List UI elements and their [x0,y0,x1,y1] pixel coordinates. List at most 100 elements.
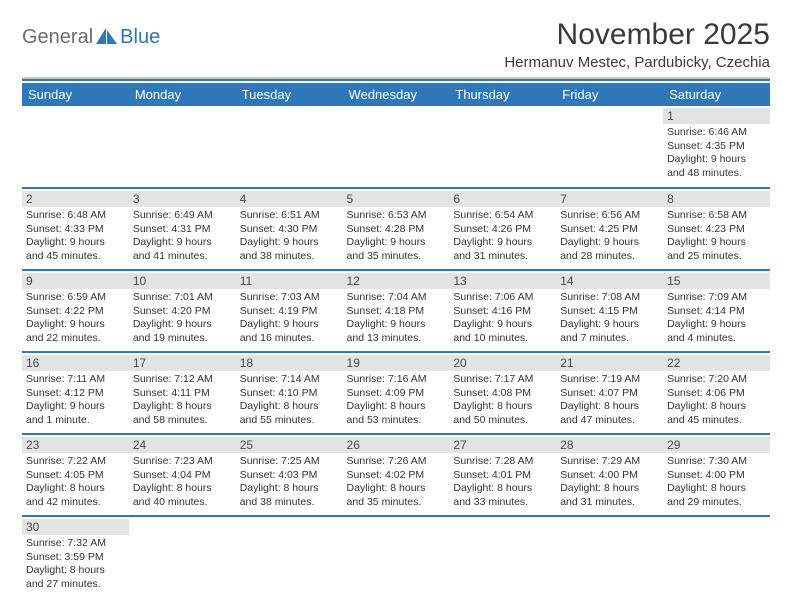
detail-daylight1: Daylight: 9 hours [667,236,766,250]
detail-daylight1: Daylight: 8 hours [347,482,446,496]
detail-sunset: Sunset: 4:06 PM [667,387,766,401]
day-number: 8 [663,191,770,207]
day-details: Sunrise: 7:20 AMSunset: 4:06 PMDaylight:… [667,373,766,428]
day-details: Sunrise: 6:58 AMSunset: 4:23 PMDaylight:… [667,209,766,264]
logo: General Blue [22,18,160,49]
detail-sunset: Sunset: 4:33 PM [26,223,125,237]
day-details: Sunrise: 6:48 AMSunset: 4:33 PMDaylight:… [26,209,125,264]
detail-daylight2: and 47 minutes. [560,414,659,428]
day-number: 19 [343,355,450,371]
day-number [343,519,450,535]
calendar-day-cell: 26Sunrise: 7:26 AMSunset: 4:02 PMDayligh… [343,434,450,516]
day-number [22,108,129,124]
calendar-day-cell: 21Sunrise: 7:19 AMSunset: 4:07 PMDayligh… [556,352,663,434]
day-number: 27 [449,437,556,453]
day-details: Sunrise: 6:56 AMSunset: 4:25 PMDaylight:… [560,209,659,264]
detail-sunset: Sunset: 4:20 PM [133,305,232,319]
calendar-week-row: 30Sunrise: 7:32 AMSunset: 3:59 PMDayligh… [22,516,770,598]
detail-sunrise: Sunrise: 7:23 AM [133,455,232,469]
day-details: Sunrise: 6:46 AMSunset: 4:35 PMDaylight:… [667,126,766,181]
day-details: Sunrise: 7:09 AMSunset: 4:14 PMDaylight:… [667,291,766,346]
calendar-day-cell: 14Sunrise: 7:08 AMSunset: 4:15 PMDayligh… [556,270,663,352]
day-number [236,108,343,124]
title-block: November 2025 Hermanuv Mestec, Pardubick… [504,18,770,71]
detail-daylight2: and 10 minutes. [453,332,552,346]
detail-sunrise: Sunrise: 7:08 AM [560,291,659,305]
detail-sunrise: Sunrise: 7:14 AM [240,373,339,387]
detail-daylight2: and 1 minute. [26,414,125,428]
calendar-day-cell [343,516,450,598]
detail-daylight2: and 50 minutes. [453,414,552,428]
detail-sunrise: Sunrise: 7:16 AM [347,373,446,387]
detail-daylight2: and 41 minutes. [133,250,232,264]
detail-daylight1: Daylight: 9 hours [133,236,232,250]
detail-daylight2: and 35 minutes. [347,496,446,510]
day-details: Sunrise: 7:11 AMSunset: 4:12 PMDaylight:… [26,373,125,428]
calendar-day-cell: 28Sunrise: 7:29 AMSunset: 4:00 PMDayligh… [556,434,663,516]
day-details: Sunrise: 6:49 AMSunset: 4:31 PMDaylight:… [133,209,232,264]
day-details: Sunrise: 7:23 AMSunset: 4:04 PMDaylight:… [133,455,232,510]
detail-sunrise: Sunrise: 7:03 AM [240,291,339,305]
logo-sail-icon [96,28,118,44]
detail-sunrise: Sunrise: 6:51 AM [240,209,339,223]
detail-daylight2: and 40 minutes. [133,496,232,510]
calendar-day-cell: 30Sunrise: 7:32 AMSunset: 3:59 PMDayligh… [22,516,129,598]
detail-sunset: Sunset: 4:15 PM [560,305,659,319]
day-number [556,519,663,535]
day-number: 20 [449,355,556,371]
calendar-day-cell: 16 Sunrise: 7:11 AMSunset: 4:12 PMDayligh… [22,352,129,434]
detail-sunrise: Sunrise: 6:48 AM [26,209,125,223]
detail-daylight2: and 29 minutes. [667,496,766,510]
detail-daylight1: Daylight: 8 hours [667,482,766,496]
page-header: General Blue November 2025 Hermanuv Mest… [22,18,770,71]
detail-daylight2: and 45 minutes. [667,414,766,428]
detail-daylight1: Daylight: 9 hours [347,236,446,250]
page-subtitle: Hermanuv Mestec, Pardubicky, Czechia [504,54,770,71]
detail-daylight1: Daylight: 8 hours [240,400,339,414]
detail-daylight1: Daylight: 9 hours [560,236,659,250]
calendar-day-cell: 8 Sunrise: 6:58 AMSunset: 4:23 PMDaylight… [663,188,770,270]
day-details: Sunrise: 6:54 AMSunset: 4:26 PMDaylight:… [453,209,552,264]
detail-sunrise: Sunrise: 7:06 AM [453,291,552,305]
calendar-week-row: 2Sunrise: 6:48 AMSunset: 4:33 PMDaylight… [22,188,770,270]
detail-sunset: Sunset: 4:31 PM [133,223,232,237]
day-details: Sunrise: 7:16 AMSunset: 4:09 PMDaylight:… [347,373,446,428]
detail-daylight2: and 55 minutes. [240,414,339,428]
detail-sunrise: Sunrise: 6:46 AM [667,126,766,140]
detail-daylight1: Daylight: 9 hours [26,318,125,332]
detail-daylight2: and 7 minutes. [560,332,659,346]
day-number: 16 [22,355,129,371]
detail-daylight2: and 48 minutes. [667,167,766,181]
calendar-day-cell: 22Sunrise: 7:20 AMSunset: 4:06 PMDayligh… [663,352,770,434]
detail-sunset: Sunset: 4:26 PM [453,223,552,237]
detail-sunset: Sunset: 4:03 PM [240,469,339,483]
weekday-header: Friday [556,83,663,106]
day-number: 17 [129,355,236,371]
detail-daylight2: and 25 minutes. [667,250,766,264]
day-number [449,519,556,535]
day-details: Sunrise: 7:17 AMSunset: 4:08 PMDaylight:… [453,373,552,428]
detail-sunset: Sunset: 4:05 PM [26,469,125,483]
page-title: November 2025 [504,18,770,52]
detail-daylight1: Daylight: 8 hours [26,482,125,496]
detail-sunrise: Sunrise: 6:58 AM [667,209,766,223]
day-details: Sunrise: 7:29 AMSunset: 4:00 PMDaylight:… [560,455,659,510]
day-number: 26 [343,437,450,453]
calendar-day-cell: 3Sunrise: 6:49 AMSunset: 4:31 PMDaylight… [129,188,236,270]
day-number: 10 [129,273,236,289]
day-number: 23 [22,437,129,453]
detail-sunset: Sunset: 4:22 PM [26,305,125,319]
weekday-header-row: Sunday Monday Tuesday Wednesday Thursday… [22,83,770,106]
detail-daylight2: and 4 minutes. [667,332,766,346]
calendar-day-cell: 12Sunrise: 7:04 AMSunset: 4:18 PMDayligh… [343,270,450,352]
calendar-table: Sunday Monday Tuesday Wednesday Thursday… [22,83,770,598]
detail-sunrise: Sunrise: 7:32 AM [26,537,125,551]
detail-daylight1: Daylight: 9 hours [240,318,339,332]
calendar-day-cell: 20 Sunrise: 7:17 AMSunset: 4:08 PMDayligh… [449,352,556,434]
detail-daylight1: Daylight: 8 hours [667,400,766,414]
day-details: Sunrise: 7:08 AMSunset: 4:15 PMDaylight:… [560,291,659,346]
calendar-day-cell: 9Sunrise: 6:59 AMSunset: 4:22 PMDaylight… [22,270,129,352]
detail-sunset: Sunset: 4:07 PM [560,387,659,401]
day-details: Sunrise: 7:28 AMSunset: 4:01 PMDaylight:… [453,455,552,510]
detail-daylight1: Daylight: 8 hours [453,400,552,414]
